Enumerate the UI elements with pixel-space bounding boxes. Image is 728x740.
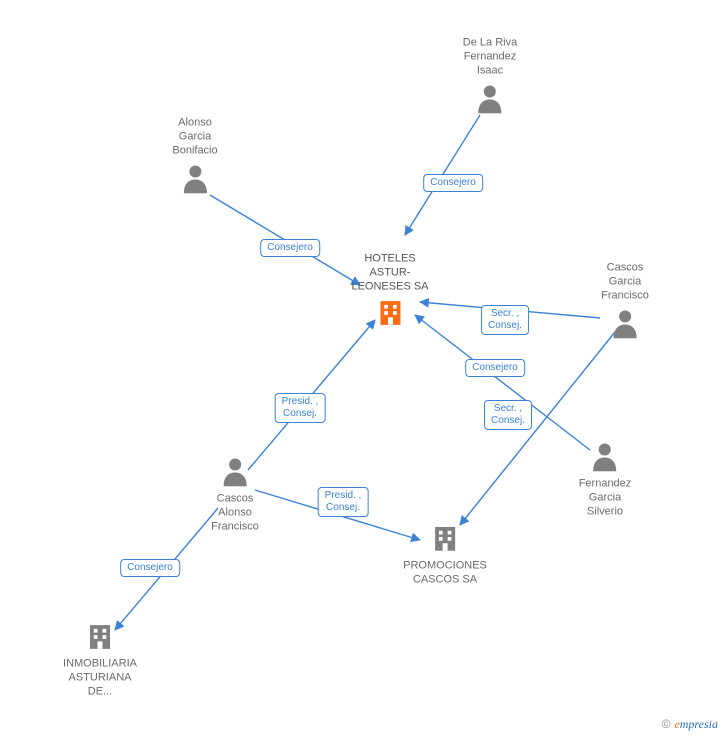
edge-badge-e1: Consejero bbox=[260, 239, 320, 257]
person-icon bbox=[611, 309, 639, 339]
node-inmob[interactable]: INMOBILIARIA ASTURIANA DE... bbox=[63, 621, 137, 698]
node-hoteles[interactable]: HOTELES ASTUR- LEONESES SA bbox=[351, 252, 428, 327]
diagram-canvas: HOTELES ASTUR- LEONESES SA Alonso Garcia … bbox=[0, 0, 728, 740]
person-icon bbox=[591, 441, 619, 471]
node-label: INMOBILIARIA ASTURIANA DE... bbox=[63, 657, 137, 698]
person-icon bbox=[221, 456, 249, 486]
node-fernandez[interactable]: Fernandez Garcia Silverio bbox=[579, 441, 632, 518]
node-label: Fernandez Garcia Silverio bbox=[579, 477, 632, 518]
person-icon bbox=[476, 84, 504, 114]
edge-badge-e7: Presid. , Consej. bbox=[318, 487, 369, 517]
copyright: ©empresia bbox=[662, 717, 718, 732]
node-label: PROMOCIONES CASCOS SA bbox=[403, 559, 487, 587]
node-label: HOTELES ASTUR- LEONESES SA bbox=[351, 252, 428, 293]
edge-badge-e4: Secr. , Consej. bbox=[484, 400, 532, 430]
copyright-brand-rest: mpresia bbox=[680, 717, 718, 731]
node-label: Cascos Alonso Francisco bbox=[211, 492, 259, 533]
node-alonso[interactable]: Alonso Garcia Bonifacio bbox=[172, 116, 217, 193]
edge-badge-e2: Consejero bbox=[423, 174, 483, 192]
copyright-symbol: © bbox=[662, 717, 671, 731]
building-icon bbox=[85, 621, 115, 651]
node-promoc[interactable]: PROMOCIONES CASCOS SA bbox=[403, 523, 487, 587]
edge-badge-e6: Presid. , Consej. bbox=[275, 393, 326, 423]
building-icon bbox=[375, 298, 405, 328]
node-cascosa[interactable]: Cascos Alonso Francisco bbox=[211, 456, 259, 533]
edge-badge-e8: Consejero bbox=[120, 559, 180, 577]
building-icon bbox=[430, 523, 460, 553]
person-icon bbox=[181, 164, 209, 194]
edge-badge-e3: Secr. , Consej. bbox=[481, 305, 529, 335]
edge-badge-e5: Consejero bbox=[465, 359, 525, 377]
node-label: De La Riva Fernandez Isaac bbox=[463, 36, 517, 77]
node-cascosg[interactable]: Cascos Garcia Francisco bbox=[601, 261, 649, 338]
node-label: Alonso Garcia Bonifacio bbox=[172, 116, 217, 157]
node-label: Cascos Garcia Francisco bbox=[601, 261, 649, 302]
node-delariva[interactable]: De La Riva Fernandez Isaac bbox=[463, 36, 517, 113]
